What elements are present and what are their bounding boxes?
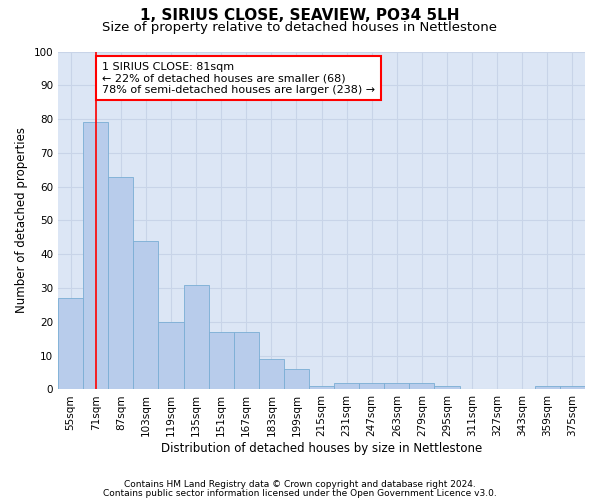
- Y-axis label: Number of detached properties: Number of detached properties: [15, 128, 28, 314]
- Bar: [560, 386, 585, 390]
- Bar: [359, 382, 384, 390]
- Bar: [334, 382, 359, 390]
- X-axis label: Distribution of detached houses by size in Nettlestone: Distribution of detached houses by size …: [161, 442, 482, 455]
- Text: 1 SIRIUS CLOSE: 81sqm
← 22% of detached houses are smaller (68)
78% of semi-deta: 1 SIRIUS CLOSE: 81sqm ← 22% of detached …: [102, 62, 375, 95]
- Bar: [83, 122, 108, 390]
- Bar: [259, 359, 284, 390]
- Bar: [133, 241, 158, 390]
- Bar: [108, 176, 133, 390]
- Bar: [535, 386, 560, 390]
- Text: Size of property relative to detached houses in Nettlestone: Size of property relative to detached ho…: [103, 21, 497, 34]
- Bar: [209, 332, 233, 390]
- Bar: [309, 386, 334, 390]
- Bar: [409, 382, 434, 390]
- Text: Contains public sector information licensed under the Open Government Licence v3: Contains public sector information licen…: [103, 488, 497, 498]
- Bar: [384, 382, 409, 390]
- Bar: [58, 298, 83, 390]
- Bar: [233, 332, 259, 390]
- Text: 1, SIRIUS CLOSE, SEAVIEW, PO34 5LH: 1, SIRIUS CLOSE, SEAVIEW, PO34 5LH: [140, 8, 460, 22]
- Bar: [184, 284, 209, 390]
- Bar: [158, 322, 184, 390]
- Text: Contains HM Land Registry data © Crown copyright and database right 2024.: Contains HM Land Registry data © Crown c…: [124, 480, 476, 489]
- Bar: [284, 369, 309, 390]
- Bar: [434, 386, 460, 390]
